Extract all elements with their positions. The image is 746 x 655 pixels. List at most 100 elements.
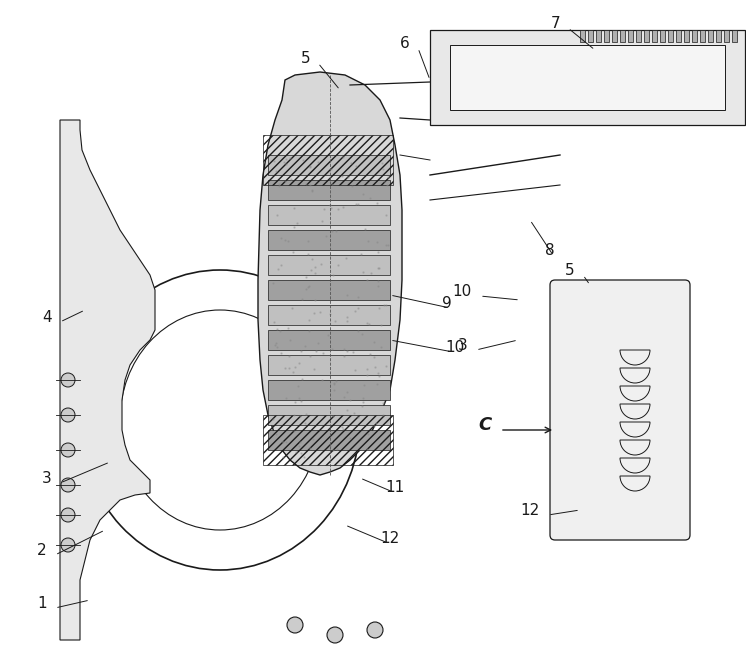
Point <box>286 247 298 257</box>
Point <box>277 437 289 447</box>
Circle shape <box>61 408 75 422</box>
Point <box>300 284 312 294</box>
Bar <box>268 355 390 375</box>
Text: 5: 5 <box>301 51 310 66</box>
Point <box>383 239 395 250</box>
Point <box>307 434 319 444</box>
Point <box>336 171 348 181</box>
Text: 1: 1 <box>37 596 47 611</box>
Point <box>269 317 280 328</box>
Point <box>277 436 289 446</box>
Point <box>288 202 300 213</box>
Bar <box>604 30 609 42</box>
Point <box>280 154 292 164</box>
Point <box>304 160 316 171</box>
Bar <box>450 45 725 110</box>
Text: 5: 5 <box>565 263 575 278</box>
Point <box>345 158 357 168</box>
Point <box>280 392 292 403</box>
Point <box>369 352 380 363</box>
Point <box>289 447 301 457</box>
Point <box>372 246 383 257</box>
Point <box>292 358 304 369</box>
Point <box>330 376 342 386</box>
Point <box>383 172 395 182</box>
Point <box>327 445 339 455</box>
Point <box>293 441 305 451</box>
Bar <box>268 205 390 225</box>
Point <box>315 307 327 318</box>
Bar <box>268 330 390 350</box>
Point <box>295 447 307 458</box>
Text: 12: 12 <box>380 531 399 546</box>
Point <box>361 364 373 375</box>
Point <box>283 350 295 361</box>
Point <box>344 395 356 405</box>
Point <box>325 202 336 213</box>
Polygon shape <box>258 72 402 475</box>
Bar <box>700 30 705 42</box>
Point <box>375 342 387 352</box>
Point <box>308 308 320 318</box>
Point <box>327 179 339 189</box>
Point <box>365 267 377 278</box>
Point <box>275 348 286 358</box>
Point <box>310 262 322 272</box>
Point <box>299 341 311 351</box>
Point <box>308 364 320 375</box>
Point <box>280 362 292 373</box>
Bar <box>636 30 641 42</box>
Point <box>310 346 322 356</box>
Point <box>330 443 342 454</box>
Point <box>331 204 343 214</box>
Bar <box>263 135 393 185</box>
Point <box>378 176 390 186</box>
Point <box>368 336 380 346</box>
Point <box>288 426 300 436</box>
Point <box>302 235 314 246</box>
Point <box>341 346 353 356</box>
Point <box>372 263 384 274</box>
Point <box>286 303 298 314</box>
Point <box>266 414 278 424</box>
Point <box>296 374 308 384</box>
Point <box>325 309 336 320</box>
Point <box>283 323 295 333</box>
Text: 12: 12 <box>521 503 540 518</box>
Point <box>293 392 305 403</box>
Point <box>372 276 384 286</box>
Bar <box>668 30 673 42</box>
Point <box>295 346 307 356</box>
Point <box>274 178 286 189</box>
Text: C: C <box>478 416 492 434</box>
Point <box>341 312 353 322</box>
Point <box>352 326 364 336</box>
Bar <box>430 30 745 125</box>
Point <box>272 324 283 334</box>
Point <box>312 157 324 167</box>
Point <box>328 379 340 389</box>
Point <box>336 424 348 434</box>
Point <box>372 280 384 291</box>
Point <box>300 271 312 282</box>
Point <box>303 326 315 337</box>
Point <box>291 218 303 229</box>
Point <box>380 179 392 190</box>
Point <box>336 422 348 432</box>
Point <box>294 436 306 447</box>
Circle shape <box>61 538 75 552</box>
Point <box>359 224 371 234</box>
Bar <box>612 30 617 42</box>
Point <box>332 259 344 270</box>
Point <box>324 200 336 210</box>
Point <box>285 174 297 184</box>
Point <box>349 306 361 316</box>
Point <box>325 164 337 174</box>
Point <box>380 361 392 371</box>
Text: 7: 7 <box>551 16 560 31</box>
Point <box>380 300 392 310</box>
Text: 9: 9 <box>442 296 452 311</box>
Point <box>337 151 349 162</box>
Bar <box>268 255 390 275</box>
Point <box>302 249 314 259</box>
